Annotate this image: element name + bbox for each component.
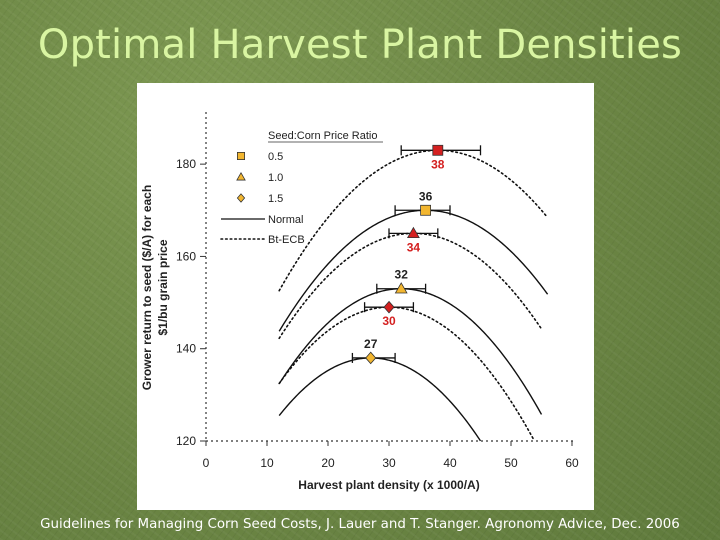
y-tick-label: 120 (176, 434, 196, 448)
legend-marker-diamond (236, 193, 246, 203)
y-axis-title-line1: Grower return to seed ($/A) for each (140, 185, 154, 390)
optimum-label-30: 30 (382, 314, 396, 328)
legend-line-label: Normal (268, 214, 303, 226)
curve-solid-1-5 (278, 357, 482, 442)
curve-dotted-0-5 (278, 149, 549, 292)
optimum-label-27: 27 (364, 337, 378, 351)
legend-marker-triangle (236, 172, 246, 181)
x-tick-label: 30 (382, 456, 396, 470)
chart-panel: 120 140 160 180 0 10 20 30 40 50 60 Harvest plant d… (137, 83, 594, 510)
curve-solid-0-5 (278, 209, 549, 332)
legend-ratio-label: 1.5 (268, 193, 283, 205)
x-tick-label: 20 (321, 456, 335, 470)
optimum-marker-27 (365, 351, 377, 365)
y-tick-label: 180 (176, 157, 196, 171)
harvest-density-chart: 120 140 160 180 0 10 20 30 40 50 60 Harvest plant d… (140, 112, 579, 492)
optimum-marker-32 (394, 282, 408, 294)
optimum-label-38: 38 (431, 157, 445, 171)
curve-dotted-1-5 (278, 306, 535, 441)
legend-title: Seed:Corn Price Ratio (268, 130, 377, 142)
legend-ratio-label: 0.5 (268, 151, 283, 163)
legend-line-label: Bt-ECB (268, 234, 305, 246)
legend-ratio-label: 1.0 (268, 172, 283, 184)
optimum-label-32: 32 (395, 268, 409, 282)
y-tick-label: 160 (176, 249, 196, 263)
x-axis-title: Harvest plant density (x 1000/A) (298, 478, 479, 492)
optimum-marker-38 (432, 144, 444, 156)
optimum-label-36: 36 (419, 189, 433, 203)
x-tick-label: 10 (260, 456, 274, 470)
y-axis-title-line2: $1/bu grain price (156, 239, 170, 335)
optimum-marker-34 (406, 226, 420, 239)
optimum-label-34: 34 (407, 240, 421, 254)
optimum-marker-30 (383, 300, 395, 314)
optimum-marker-36 (420, 204, 432, 216)
x-tick-label: 40 (443, 456, 457, 470)
slide-title: Optimal Harvest Plant Densities (37, 22, 683, 68)
x-tick-label: 60 (565, 456, 579, 470)
x-tick-label: 0 (203, 456, 210, 470)
legend-marker-square (237, 152, 246, 161)
y-tick-label: 140 (176, 342, 196, 356)
x-tick-label: 50 (504, 456, 518, 470)
source-caption: Guidelines for Managing Corn Seed Costs,… (40, 517, 680, 532)
